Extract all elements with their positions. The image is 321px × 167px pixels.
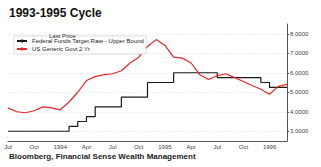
svg-text:1994: 1994 <box>54 144 68 150</box>
svg-text:US Generic Govt 2 Yr: US Generic Govt 2 Yr <box>32 46 90 52</box>
svg-text:8.0000: 8.0000 <box>290 31 309 37</box>
svg-text:1996: 1996 <box>263 144 277 150</box>
svg-text:1993-1995 Cycle: 1993-1995 Cycle <box>9 6 102 20</box>
svg-text:Oct: Oct <box>29 144 39 150</box>
svg-text:Last Price: Last Price <box>49 33 76 39</box>
svg-text:Jul: Jul <box>109 144 117 150</box>
svg-text:3.0000: 3.0000 <box>290 128 309 134</box>
svg-text:Federal Funds Target Rate - Up: Federal Funds Target Rate - Upper Bound <box>32 38 144 44</box>
svg-text:Apr: Apr <box>82 144 91 150</box>
svg-text:4.0000: 4.0000 <box>290 109 309 115</box>
svg-text:7.0000: 7.0000 <box>290 50 309 56</box>
svg-text:5.0000: 5.0000 <box>290 89 309 95</box>
svg-text:Jul: Jul <box>4 144 12 150</box>
svg-text:6.0000: 6.0000 <box>290 70 309 76</box>
svg-text:1995: 1995 <box>158 144 172 150</box>
svg-text:Bloomberg, Financial Sense Wea: Bloomberg, Financial Sense Wealth Manage… <box>9 152 196 161</box>
svg-text:Oct: Oct <box>239 144 249 150</box>
svg-text:Jul: Jul <box>213 144 221 150</box>
svg-text:Apr: Apr <box>186 144 195 150</box>
svg-text:Oct: Oct <box>134 144 144 150</box>
